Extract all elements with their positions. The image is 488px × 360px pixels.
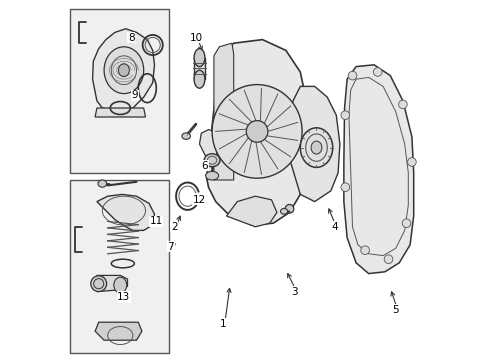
Ellipse shape xyxy=(204,154,220,167)
Bar xyxy=(70,9,168,173)
Ellipse shape xyxy=(373,68,381,76)
Ellipse shape xyxy=(340,183,349,192)
Ellipse shape xyxy=(182,133,190,139)
Ellipse shape xyxy=(280,208,287,214)
Text: 2: 2 xyxy=(171,222,177,232)
Bar xyxy=(70,180,168,353)
Ellipse shape xyxy=(212,85,302,178)
Ellipse shape xyxy=(118,64,129,77)
Ellipse shape xyxy=(104,47,143,94)
Polygon shape xyxy=(289,86,339,202)
Polygon shape xyxy=(95,108,145,117)
Ellipse shape xyxy=(340,111,349,120)
Polygon shape xyxy=(199,130,219,162)
Polygon shape xyxy=(97,275,127,292)
Ellipse shape xyxy=(246,121,267,142)
Ellipse shape xyxy=(194,49,204,67)
Ellipse shape xyxy=(114,277,126,293)
Text: 11: 11 xyxy=(149,216,163,226)
Ellipse shape xyxy=(300,128,332,167)
Ellipse shape xyxy=(91,276,106,292)
Text: 5: 5 xyxy=(391,305,398,315)
Ellipse shape xyxy=(398,100,407,109)
Text: 1: 1 xyxy=(219,319,226,329)
Text: 9: 9 xyxy=(131,90,138,100)
Ellipse shape xyxy=(205,171,218,180)
Polygon shape xyxy=(194,58,204,79)
Polygon shape xyxy=(213,43,233,180)
Polygon shape xyxy=(226,196,276,227)
Ellipse shape xyxy=(360,246,368,255)
Text: 8: 8 xyxy=(127,33,134,43)
Ellipse shape xyxy=(285,204,293,213)
Text: 3: 3 xyxy=(291,287,298,297)
Text: 4: 4 xyxy=(330,222,337,232)
Ellipse shape xyxy=(407,158,415,166)
Polygon shape xyxy=(97,194,154,230)
Text: 7: 7 xyxy=(167,242,174,252)
Polygon shape xyxy=(95,322,142,340)
Polygon shape xyxy=(343,65,413,274)
Ellipse shape xyxy=(347,71,356,80)
Ellipse shape xyxy=(98,180,106,187)
Text: 6: 6 xyxy=(201,161,208,171)
Text: 13: 13 xyxy=(117,292,130,302)
Ellipse shape xyxy=(384,255,392,264)
Polygon shape xyxy=(92,29,154,112)
Ellipse shape xyxy=(401,219,410,228)
Polygon shape xyxy=(206,40,309,225)
Ellipse shape xyxy=(194,70,204,88)
Text: 12: 12 xyxy=(192,195,206,205)
Text: 10: 10 xyxy=(189,33,202,43)
Ellipse shape xyxy=(310,141,321,154)
